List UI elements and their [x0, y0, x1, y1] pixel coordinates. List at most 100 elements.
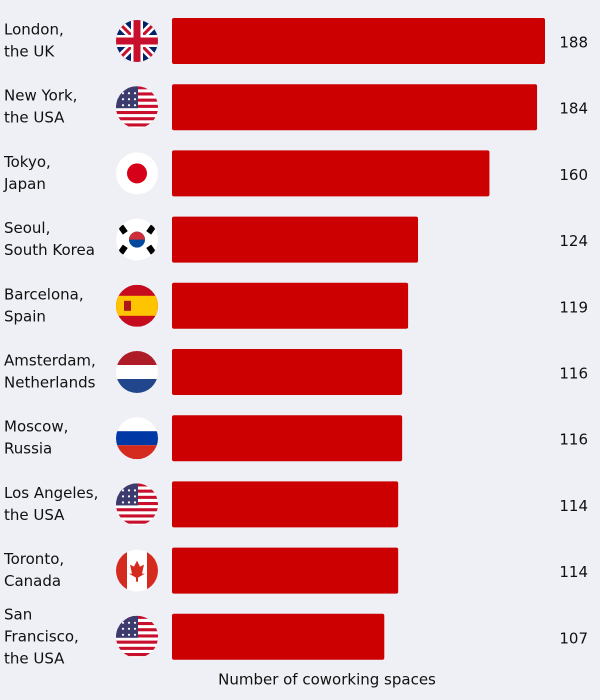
bar [172, 613, 385, 660]
flag-part [116, 295, 158, 316]
bar [172, 547, 399, 594]
flag-part [116, 117, 158, 121]
flag-part [129, 560, 145, 582]
flag [116, 351, 158, 393]
category-label: Barcelona, [4, 285, 84, 303]
value-label: 116 [559, 365, 588, 383]
flag [116, 20, 158, 62]
value-label: 160 [559, 166, 588, 184]
value-label: 114 [559, 497, 588, 515]
category-label: the UK [4, 43, 55, 61]
bar [172, 282, 409, 329]
category-label: Canada [4, 572, 61, 590]
flag-part [116, 514, 158, 518]
value-label: 184 [559, 100, 588, 118]
category-label: Spain [4, 307, 46, 325]
flag-part [133, 495, 137, 498]
flag-part [116, 653, 158, 657]
flag-part [121, 627, 125, 630]
flag-part [127, 104, 131, 107]
flag-part [133, 98, 137, 101]
flag [116, 284, 158, 327]
value-label: 188 [559, 34, 588, 52]
flag [116, 86, 158, 129]
bar [172, 216, 419, 263]
flag [116, 615, 158, 658]
category-label: the USA [4, 649, 65, 667]
category-label: Moscow, [4, 418, 68, 436]
flag-part [133, 489, 137, 492]
flag-part [118, 244, 128, 255]
flag-part [116, 351, 158, 365]
flag-part [127, 489, 131, 492]
flag-part [133, 501, 137, 504]
flag-part [133, 627, 137, 630]
flag-part [116, 365, 158, 379]
bar [172, 349, 403, 395]
flag-part [127, 633, 131, 636]
x-axis-label: Number of coworking spaces [218, 671, 436, 689]
category-label: New York, [4, 87, 77, 105]
flag [116, 417, 158, 460]
flag-part [121, 501, 125, 504]
bar [172, 18, 545, 64]
flag-part [121, 104, 125, 107]
category-label: Russia [4, 440, 52, 458]
flag-part [127, 98, 131, 101]
flag-part [116, 123, 158, 127]
bar [172, 415, 403, 462]
value-label: 116 [559, 431, 588, 449]
flag-part [121, 98, 125, 101]
flag-part [133, 104, 137, 107]
flag-part [116, 445, 158, 460]
bar [172, 481, 399, 528]
flag-part [133, 633, 137, 636]
category-label: London, [4, 21, 64, 39]
flag-part [127, 627, 131, 630]
flag [116, 152, 158, 195]
category-label: the USA [4, 506, 65, 524]
category-label: Francisco, [4, 627, 79, 645]
flag-part [127, 501, 131, 504]
flag-part [116, 646, 158, 650]
category-label: Los Angeles, [4, 484, 98, 502]
category-label: San [4, 605, 32, 623]
flag-part [127, 163, 147, 184]
flag-part [127, 92, 131, 95]
value-label: 114 [559, 563, 588, 581]
flag-part [121, 489, 125, 492]
flag-part [116, 431, 158, 446]
flag-part [118, 224, 128, 235]
flag-part [133, 621, 137, 624]
flag-part [129, 231, 145, 240]
flag [116, 218, 158, 261]
value-label: 124 [559, 232, 588, 250]
flag [116, 483, 158, 526]
flag-part [127, 495, 131, 498]
flag-part [146, 244, 156, 255]
category-label: Tokyo, [3, 153, 51, 171]
category-label: Japan [3, 175, 46, 193]
value-label: 119 [559, 298, 588, 316]
bar [172, 84, 538, 131]
category-label: the USA [4, 109, 65, 127]
flag-part [116, 379, 158, 393]
category-label: Toronto, [3, 550, 64, 568]
flag-part [146, 224, 156, 235]
flag-part [121, 621, 125, 624]
category-label: South Korea [4, 241, 95, 259]
flag-part [127, 621, 131, 624]
flag-part [116, 520, 158, 524]
flag-part [147, 549, 158, 592]
flag-part [124, 300, 131, 311]
flag [116, 549, 158, 592]
flag-part [133, 92, 137, 95]
flag-part [121, 92, 125, 95]
category-label: Amsterdam, [4, 352, 96, 370]
flag-part [116, 640, 158, 644]
flag-part [121, 633, 125, 636]
flag-part [116, 417, 158, 432]
flag-part [116, 111, 158, 115]
flag-part [133, 20, 141, 62]
